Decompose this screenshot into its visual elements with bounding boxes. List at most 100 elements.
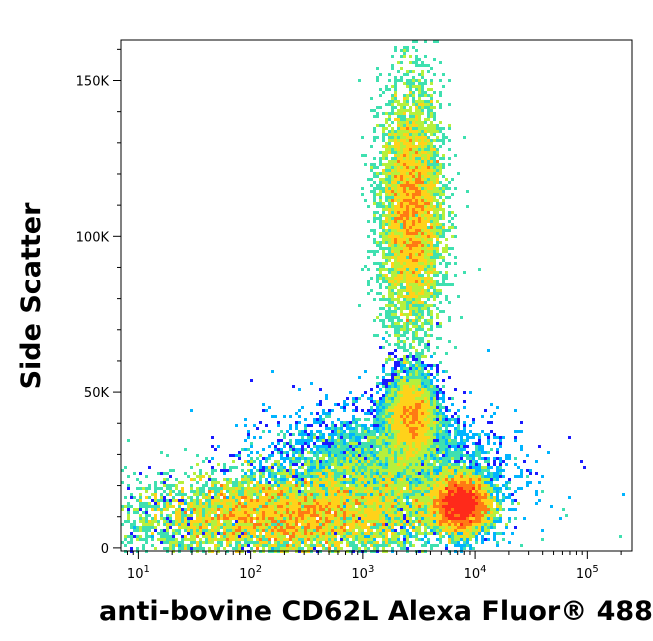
density-point bbox=[406, 490, 409, 493]
density-point bbox=[223, 487, 226, 490]
density-point bbox=[457, 427, 460, 430]
density-point bbox=[439, 478, 442, 481]
density-point bbox=[409, 199, 412, 202]
density-point bbox=[421, 388, 424, 391]
density-point bbox=[472, 469, 475, 472]
density-point bbox=[274, 505, 277, 508]
density-point bbox=[253, 499, 256, 502]
density-point bbox=[409, 181, 412, 184]
density-point bbox=[403, 280, 406, 283]
density-point bbox=[184, 499, 187, 502]
density-point bbox=[310, 382, 313, 385]
density-point bbox=[406, 481, 409, 484]
density-point bbox=[463, 271, 466, 274]
density-point bbox=[406, 466, 409, 469]
density-point bbox=[154, 490, 157, 493]
density-point bbox=[457, 505, 460, 508]
density-point bbox=[247, 430, 250, 433]
density-point bbox=[250, 490, 253, 493]
density-point bbox=[391, 241, 394, 244]
density-point bbox=[433, 397, 436, 400]
density-point bbox=[421, 82, 424, 85]
density-point bbox=[445, 445, 448, 448]
density-point bbox=[148, 514, 151, 517]
density-point bbox=[397, 100, 400, 103]
density-point bbox=[433, 418, 436, 421]
density-point bbox=[244, 475, 247, 478]
density-point bbox=[364, 412, 367, 415]
density-point bbox=[184, 448, 187, 451]
density-point bbox=[385, 235, 388, 238]
density-point bbox=[232, 493, 235, 496]
density-point bbox=[424, 406, 427, 409]
density-point bbox=[295, 421, 298, 424]
density-point bbox=[442, 436, 445, 439]
density-point bbox=[451, 403, 454, 406]
density-point bbox=[409, 223, 412, 226]
density-point bbox=[361, 511, 364, 514]
density-point bbox=[382, 448, 385, 451]
density-point bbox=[364, 448, 367, 451]
density-point bbox=[373, 457, 376, 460]
density-point bbox=[283, 511, 286, 514]
density-point bbox=[439, 172, 442, 175]
density-point bbox=[397, 343, 400, 346]
density-point bbox=[229, 496, 232, 499]
density-point bbox=[313, 499, 316, 502]
density-point bbox=[412, 259, 415, 262]
density-point bbox=[376, 511, 379, 514]
density-point bbox=[403, 409, 406, 412]
density-point bbox=[397, 157, 400, 160]
density-point bbox=[439, 439, 442, 442]
density-point bbox=[199, 493, 202, 496]
density-point bbox=[292, 433, 295, 436]
density-point bbox=[409, 187, 412, 190]
density-point bbox=[295, 457, 298, 460]
density-point bbox=[274, 478, 277, 481]
density-point bbox=[388, 457, 391, 460]
density-point bbox=[166, 514, 169, 517]
density-point bbox=[346, 433, 349, 436]
density-point bbox=[286, 484, 289, 487]
density-point bbox=[307, 466, 310, 469]
density-point bbox=[397, 481, 400, 484]
density-point bbox=[223, 496, 226, 499]
density-point bbox=[322, 508, 325, 511]
density-point bbox=[448, 493, 451, 496]
density-point bbox=[436, 448, 439, 451]
density-point bbox=[418, 463, 421, 466]
density-point bbox=[355, 442, 358, 445]
density-point bbox=[478, 472, 481, 475]
density-point bbox=[277, 469, 280, 472]
density-point bbox=[349, 466, 352, 469]
density-point bbox=[427, 235, 430, 238]
density-point bbox=[382, 91, 385, 94]
density-point bbox=[214, 490, 217, 493]
density-point bbox=[427, 217, 430, 220]
density-point bbox=[223, 484, 226, 487]
density-point bbox=[448, 79, 451, 82]
density-point bbox=[427, 106, 430, 109]
density-point bbox=[190, 508, 193, 511]
density-point bbox=[430, 490, 433, 493]
density-point bbox=[415, 496, 418, 499]
density-point bbox=[205, 499, 208, 502]
density-point bbox=[406, 475, 409, 478]
density-point bbox=[178, 502, 181, 505]
density-point bbox=[460, 439, 463, 442]
density-point bbox=[433, 172, 436, 175]
density-point bbox=[418, 241, 421, 244]
density-point bbox=[355, 502, 358, 505]
density-point bbox=[184, 472, 187, 475]
density-point bbox=[382, 127, 385, 130]
density-point bbox=[343, 496, 346, 499]
density-point bbox=[463, 466, 466, 469]
density-point bbox=[319, 475, 322, 478]
density-point bbox=[355, 445, 358, 448]
density-point bbox=[205, 472, 208, 475]
density-point bbox=[409, 259, 412, 262]
density-point bbox=[430, 94, 433, 97]
density-point bbox=[313, 490, 316, 493]
density-point bbox=[202, 511, 205, 514]
density-point bbox=[214, 493, 217, 496]
